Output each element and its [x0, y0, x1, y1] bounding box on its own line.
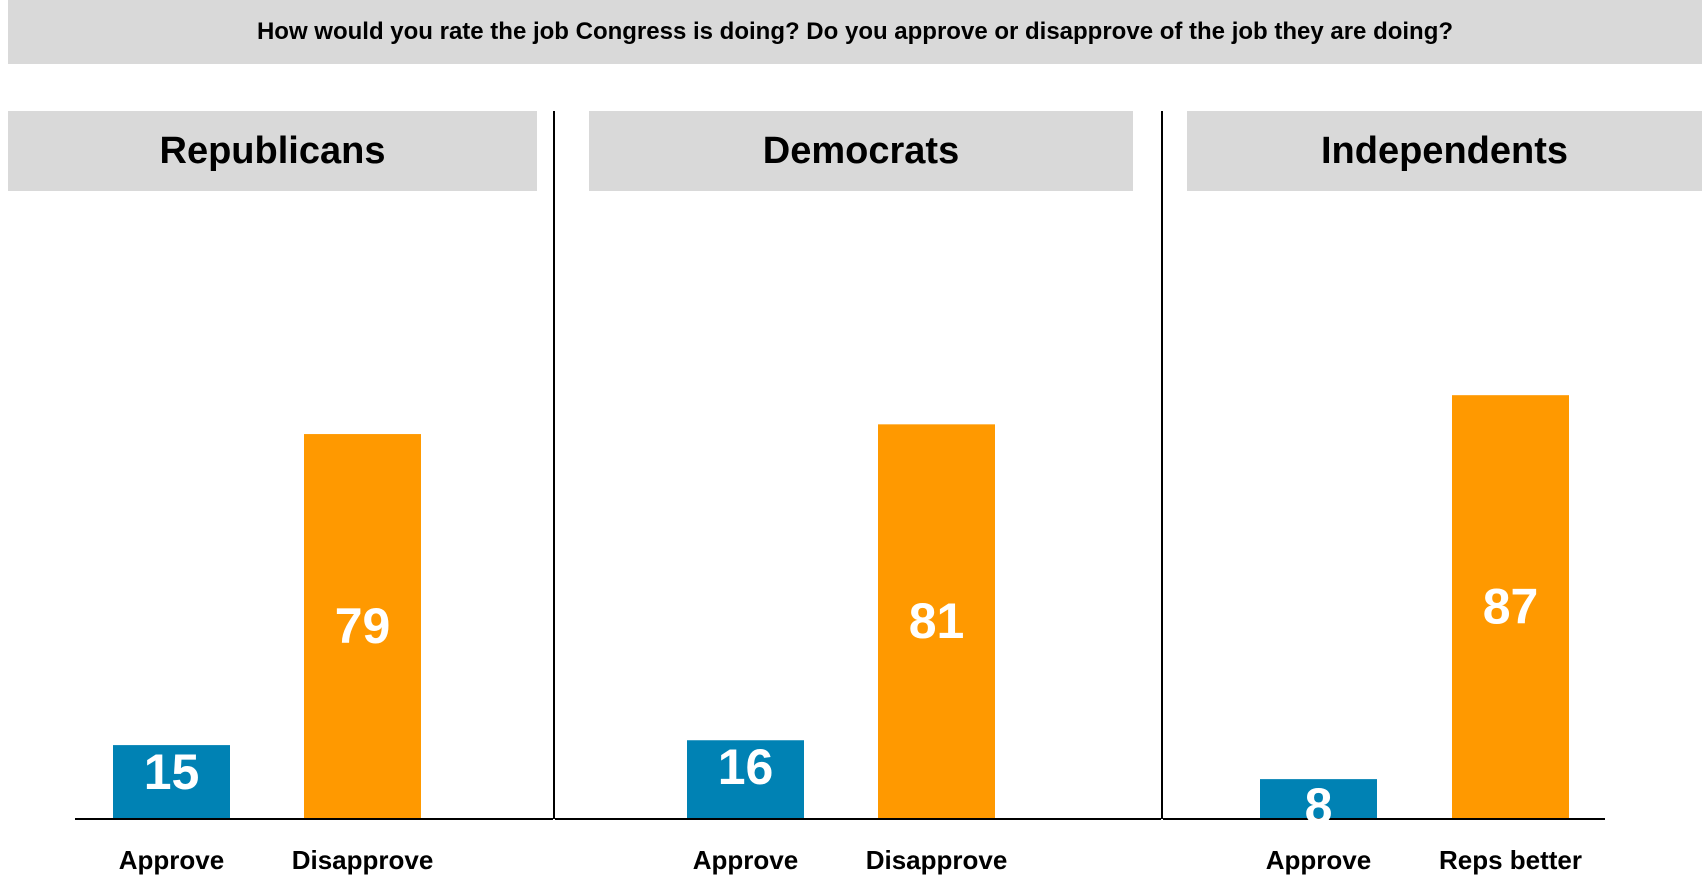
disapprove-bar — [1452, 395, 1569, 818]
disapprove-bar — [304, 434, 421, 818]
bar-value-label: 81 — [909, 593, 965, 649]
category-label: Approve — [693, 845, 798, 875]
question-title: How would you rate the job Congress is d… — [8, 0, 1702, 64]
panel-divider — [1161, 111, 1163, 819]
category-label: Disapprove — [866, 845, 1008, 875]
category-label: Approve — [1266, 845, 1371, 875]
bar-value-label: 87 — [1483, 579, 1539, 635]
bar-value-label: 16 — [718, 739, 774, 795]
disapprove-bar — [878, 424, 995, 818]
category-label: Reps better — [1439, 845, 1582, 875]
category-label: Approve — [119, 845, 224, 875]
bar-value-label: 8 — [1305, 778, 1333, 834]
approve-bar — [113, 745, 230, 818]
bar-value-label: 79 — [335, 598, 391, 654]
approve-bar — [687, 740, 804, 818]
panel-divider — [553, 111, 555, 819]
approve-bar — [1260, 779, 1377, 818]
category-label: Disapprove — [292, 845, 434, 875]
panel-header-independents: Independents — [1187, 111, 1702, 191]
bar-value-label: 15 — [144, 744, 200, 800]
panel-header-democrats: Democrats — [589, 111, 1133, 191]
panel-header-republicans: Republicans — [8, 111, 537, 191]
